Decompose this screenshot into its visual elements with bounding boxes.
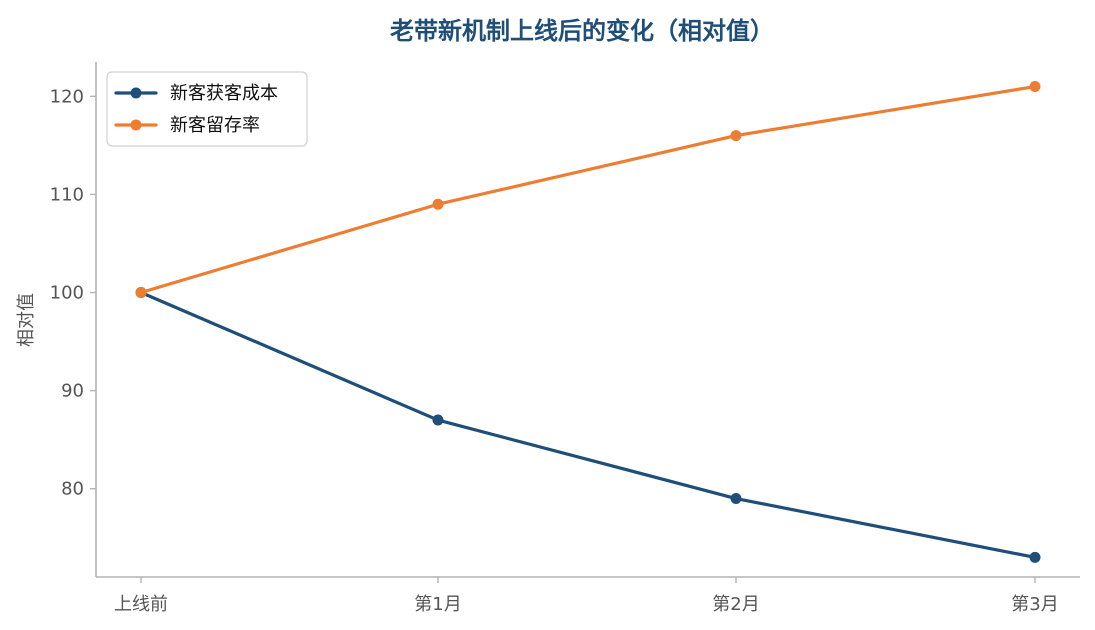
series-line <box>139 290 1037 559</box>
y-axis-ticks: 80 90 100 110 120 <box>50 86 96 500</box>
legend-label: 新客留存率 <box>170 115 260 136</box>
data-point <box>1029 81 1041 93</box>
data-point <box>432 198 444 210</box>
legend-marker <box>130 119 142 131</box>
data-point <box>1029 551 1041 563</box>
series-2 <box>135 81 1041 299</box>
series-line <box>139 84 1037 295</box>
legend-box <box>106 71 308 147</box>
legend-label: 新客获客成本 <box>170 83 278 104</box>
y-tick-label: 80 <box>61 479 84 500</box>
legend-marker <box>130 87 142 99</box>
y-tick-label: 100 <box>50 283 84 304</box>
series-layer <box>135 81 1041 563</box>
data-point <box>730 130 742 142</box>
y-tick-label: 110 <box>50 184 84 205</box>
x-axis-ticks: 上线前 第1月 第2月 第3月 <box>114 577 1059 615</box>
chart-title: 老带新机制上线后的变化（相对值） <box>390 17 774 45</box>
x-tick-label: 第1月 <box>414 594 461 615</box>
series-1 <box>135 287 1041 563</box>
data-point <box>432 414 444 426</box>
y-tick-label: 120 <box>50 86 84 107</box>
data-point <box>730 493 742 505</box>
data-point <box>135 287 147 299</box>
y-tick-label: 90 <box>61 381 84 402</box>
legend-item: 新客获客成本 <box>114 83 278 104</box>
y-axis-label: 相对值 <box>16 293 37 347</box>
x-tick-label: 第2月 <box>712 594 759 615</box>
legend-item: 新客留存率 <box>114 115 260 136</box>
x-tick-label: 上线前 <box>114 594 168 615</box>
x-tick-label: 第3月 <box>1011 594 1058 615</box>
